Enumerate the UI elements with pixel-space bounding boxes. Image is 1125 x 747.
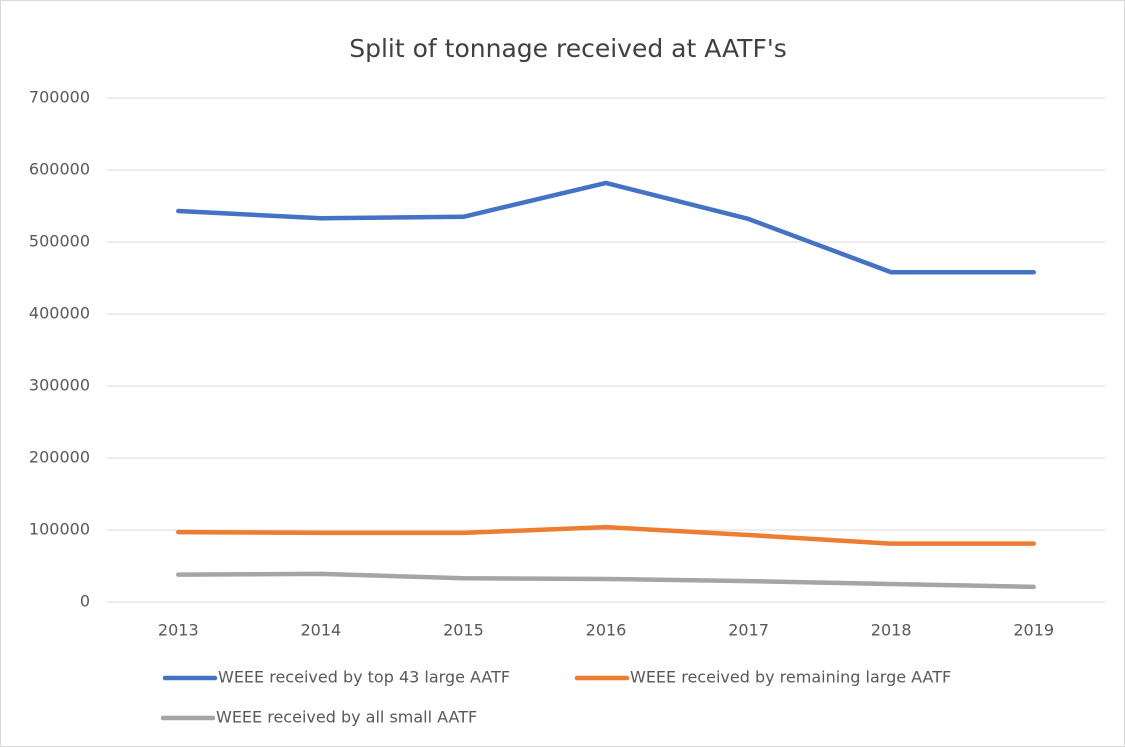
- y-tick-label: 0: [80, 592, 90, 611]
- y-tick-label: 500000: [29, 232, 90, 251]
- legend-label: WEEE received by remaining large AATF: [630, 668, 951, 687]
- chart-title: Split of tonnage received at AATF's: [349, 34, 786, 63]
- series-line: [176, 524, 1036, 546]
- series-line: [176, 571, 1036, 590]
- x-tick-label: 2016: [586, 621, 627, 640]
- y-tick-label: 600000: [29, 160, 90, 179]
- x-tick-label: 2019: [1013, 621, 1054, 640]
- y-tick-label: 700000: [29, 88, 90, 107]
- y-tick-label: 300000: [29, 376, 90, 395]
- y-tick-label: 400000: [29, 304, 90, 323]
- legend-label: WEEE received by top 43 large AATF: [218, 668, 510, 687]
- y-tick-label: 100000: [29, 520, 90, 539]
- y-tick-label: 200000: [29, 448, 90, 467]
- x-tick-label: 2018: [871, 621, 912, 640]
- x-tick-label: 2014: [300, 621, 341, 640]
- x-tick-label: 2017: [728, 621, 769, 640]
- x-tick-label: 2013: [158, 621, 199, 640]
- series-line: [176, 180, 1036, 275]
- legend-label: WEEE received by all small AATF: [216, 708, 477, 727]
- x-tick-label: 2015: [443, 621, 484, 640]
